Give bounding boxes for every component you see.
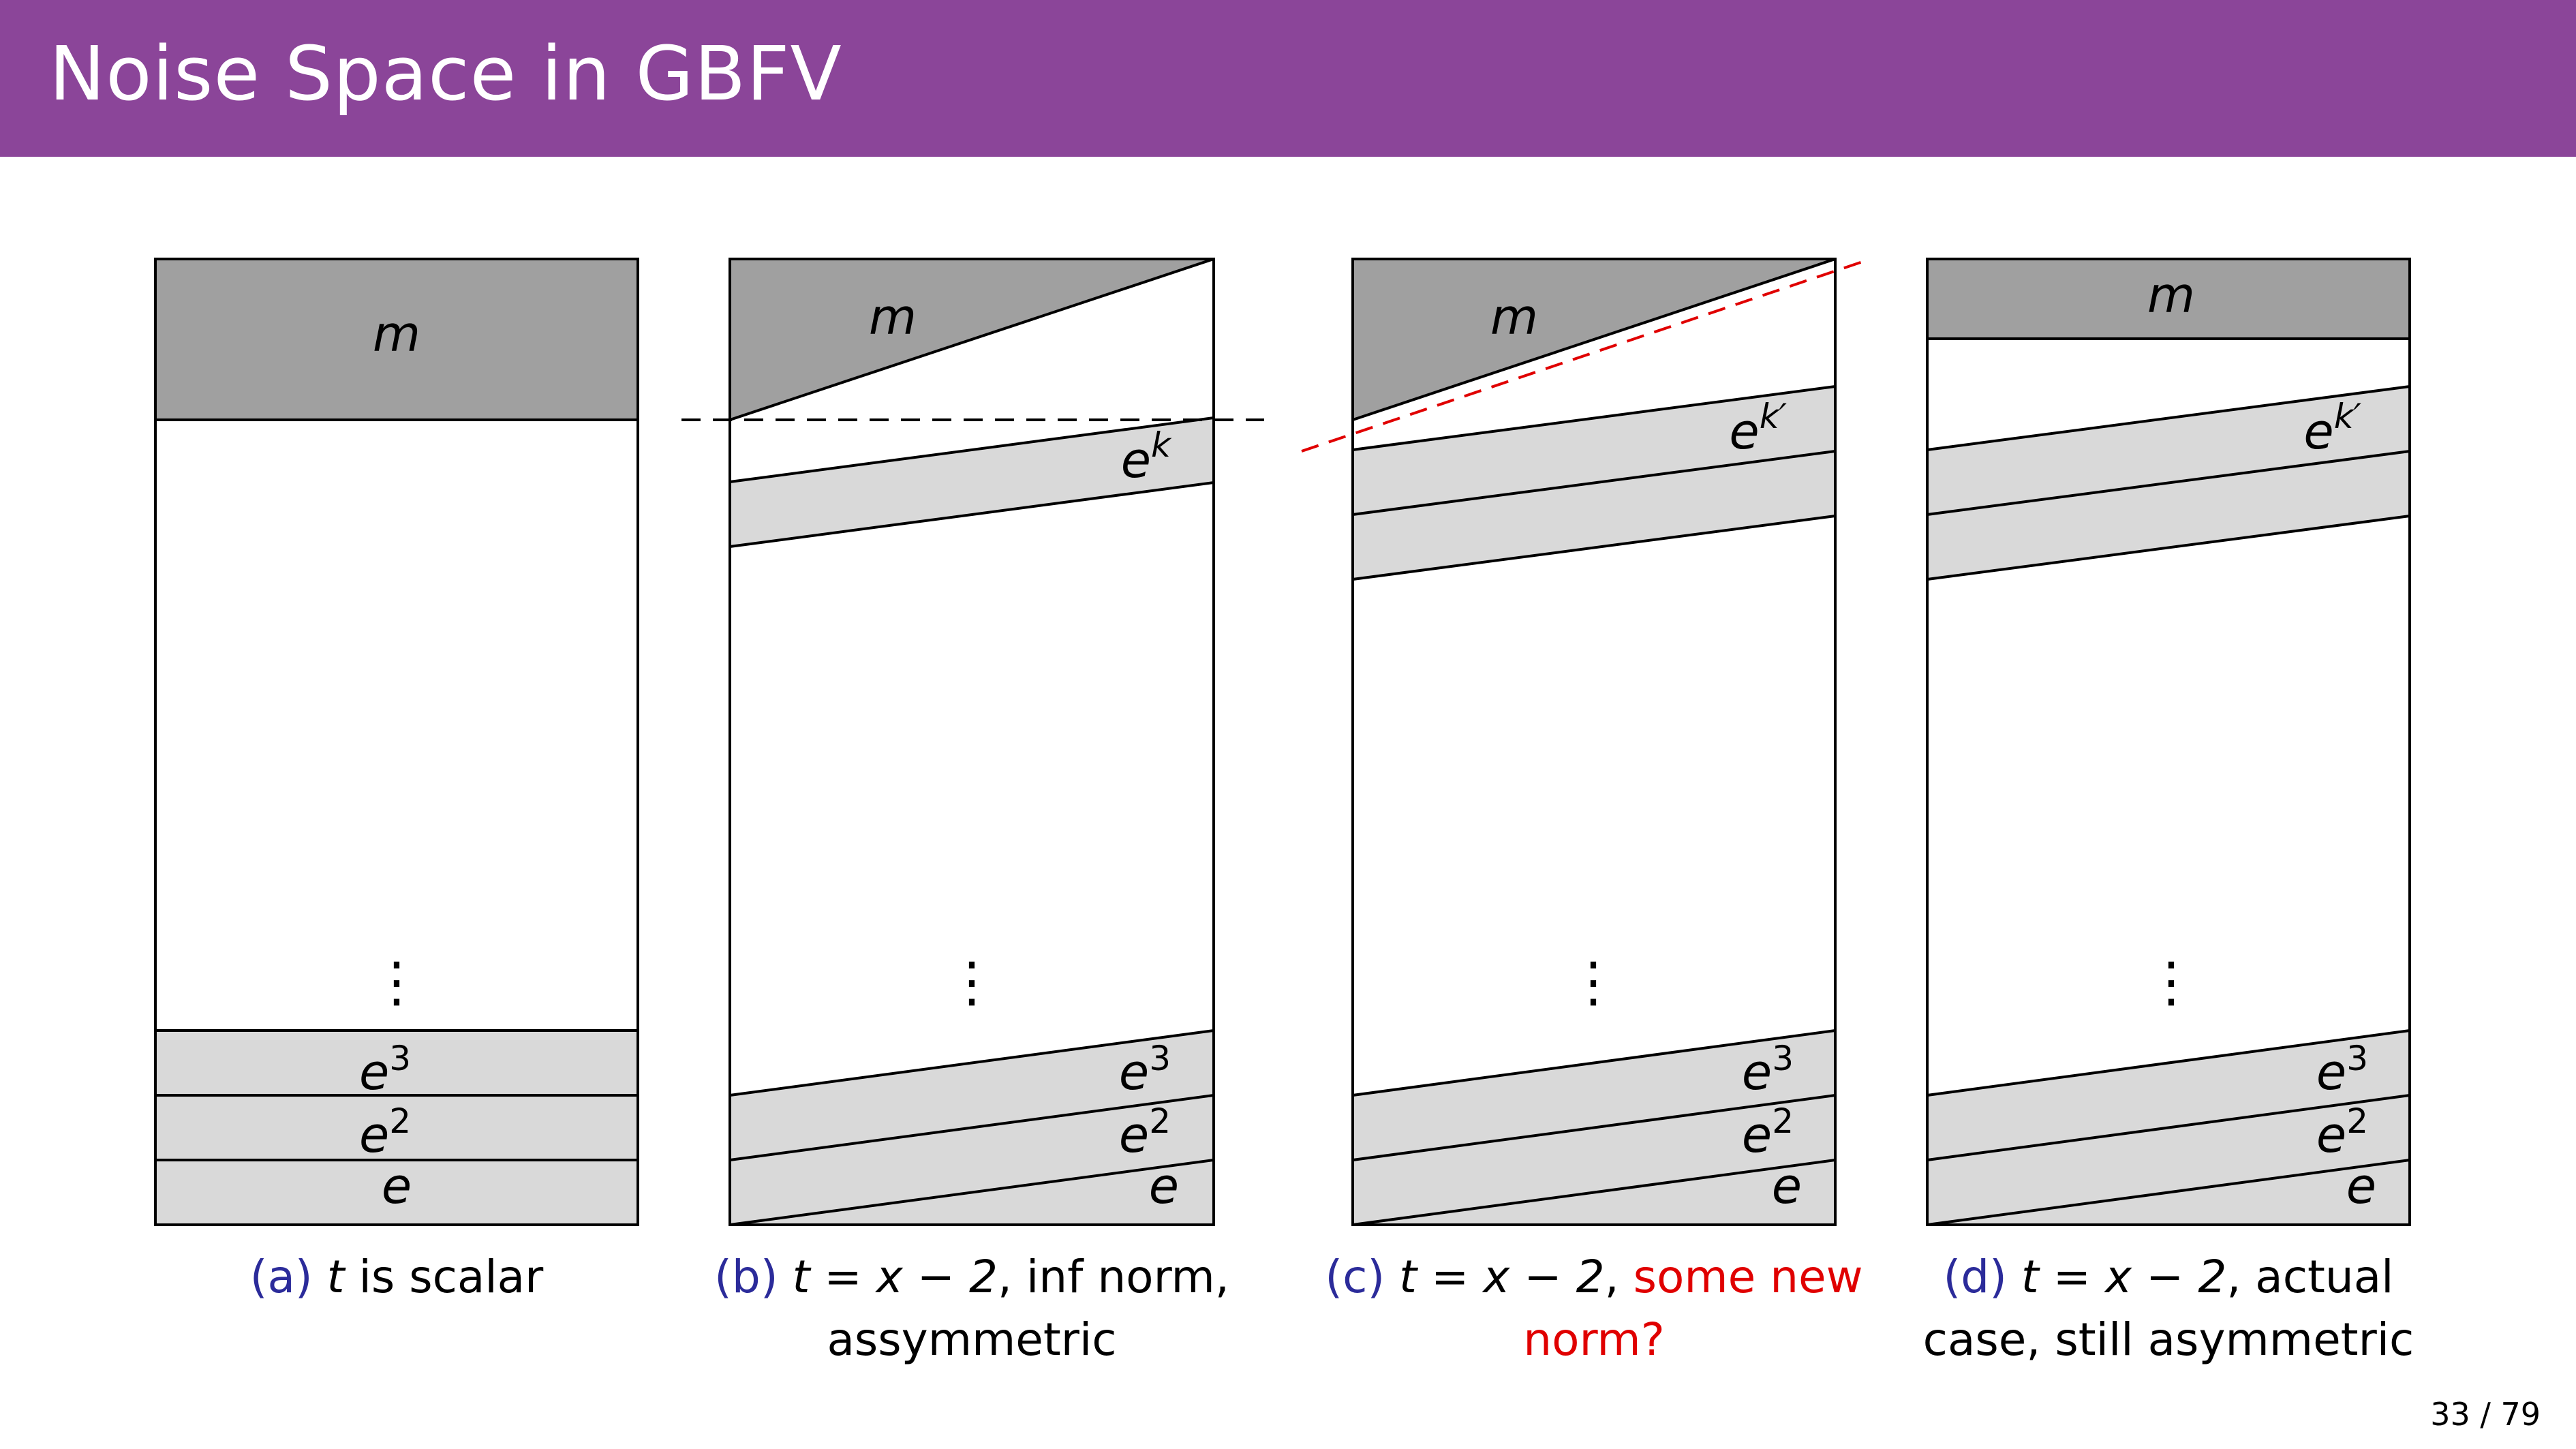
panel-c-m-label: m	[1490, 288, 1538, 346]
panel-a-e-label: e	[382, 1157, 412, 1215]
panel-d-e-label: e	[2346, 1157, 2376, 1215]
caption-a-math: t	[326, 1251, 345, 1303]
caption-a-text: is scalar	[344, 1251, 544, 1303]
panel-c-red-dashed-line	[1301, 258, 1871, 453]
panel-a-m-label: m	[373, 305, 420, 363]
panel-c-e3-label: e3	[1742, 1039, 1794, 1101]
panel-b-e-label: e	[1149, 1157, 1179, 1215]
title-bar: Noise Space in GBFV	[0, 0, 2576, 157]
panel-b: m ek ⋮ e3 e2 e	[681, 258, 1264, 1226]
panel-a-frame	[154, 258, 639, 1226]
panel-b-m-label: m	[869, 288, 917, 346]
caption-b-math: t = x − 2	[792, 1251, 998, 1303]
panel-a-message-region	[155, 259, 638, 420]
panel-d-frame	[1926, 258, 2411, 1226]
panel-a-e3-label: e3	[359, 1039, 411, 1101]
caption-d-text: , actual case, still asymmetric	[1922, 1251, 2414, 1366]
slide-title: Noise Space in GBFV	[49, 30, 842, 117]
panel-b-vdots: ⋮	[945, 950, 999, 1013]
panel-b-e2-label: e2	[1119, 1101, 1171, 1163]
panel-c-e2-label: e2	[1742, 1101, 1794, 1163]
caption-c-red-text: some new norm?	[1523, 1251, 1863, 1366]
panel-b-ek-band	[730, 418, 1214, 547]
panel-d-ekp-label: ek′	[2303, 397, 2361, 460]
caption-d-math: t = x − 2	[2021, 1251, 2227, 1303]
panel-d: m ek′ ⋮ e3 e2 e	[1926, 258, 2411, 1226]
panel-d-e3-label: e3	[2316, 1039, 2368, 1101]
caption-c: (c) t = x − 2, some new norm?	[1311, 1246, 1877, 1371]
panel-a-noise-bands	[155, 1031, 638, 1225]
panel-d-vdots: ⋮	[2144, 950, 2198, 1013]
panel-c-ekp-label: ek′	[1729, 397, 1787, 460]
panel-b-ek-label: ek	[1121, 425, 1172, 489]
panel-d-m-label: m	[2147, 266, 2195, 324]
caption-b-letter: (b)	[714, 1251, 778, 1303]
panel-a-e2-label: e2	[359, 1101, 411, 1163]
caption-d: (d) t = x − 2, actual case, still asymme…	[1896, 1246, 2441, 1371]
caption-c-text: ,	[1604, 1251, 1634, 1303]
caption-c-math: t = x − 2	[1399, 1251, 1605, 1303]
caption-c-letter: (c)	[1325, 1251, 1385, 1303]
panel-b-frame	[729, 258, 1215, 1226]
caption-b: (b) t = x − 2, inf norm, assymmetric	[688, 1246, 1255, 1371]
panel-b-e3-label: e3	[1119, 1039, 1171, 1101]
panel-c: m ek′ ⋮ e3 e2 e	[1301, 258, 1871, 1226]
panel-c-frame	[1351, 258, 1837, 1226]
panel-a: m ⋮ e3 e2 e	[154, 258, 639, 1226]
panel-a-vdots: ⋮	[369, 950, 424, 1013]
panel-c-e-label: e	[1772, 1157, 1802, 1215]
panel-d-e2-label: e2	[2316, 1101, 2368, 1163]
caption-d-letter: (d)	[1943, 1251, 2007, 1303]
caption-b-text: , inf norm, assymmetric	[827, 1251, 1229, 1366]
panel-c-vdots: ⋮	[1566, 950, 1621, 1013]
page-number: 33 / 79	[2430, 1396, 2541, 1433]
panel-d-message-region	[1927, 259, 2410, 339]
caption-a: (a) t is scalar	[136, 1246, 657, 1309]
caption-a-letter: (a)	[249, 1251, 313, 1303]
